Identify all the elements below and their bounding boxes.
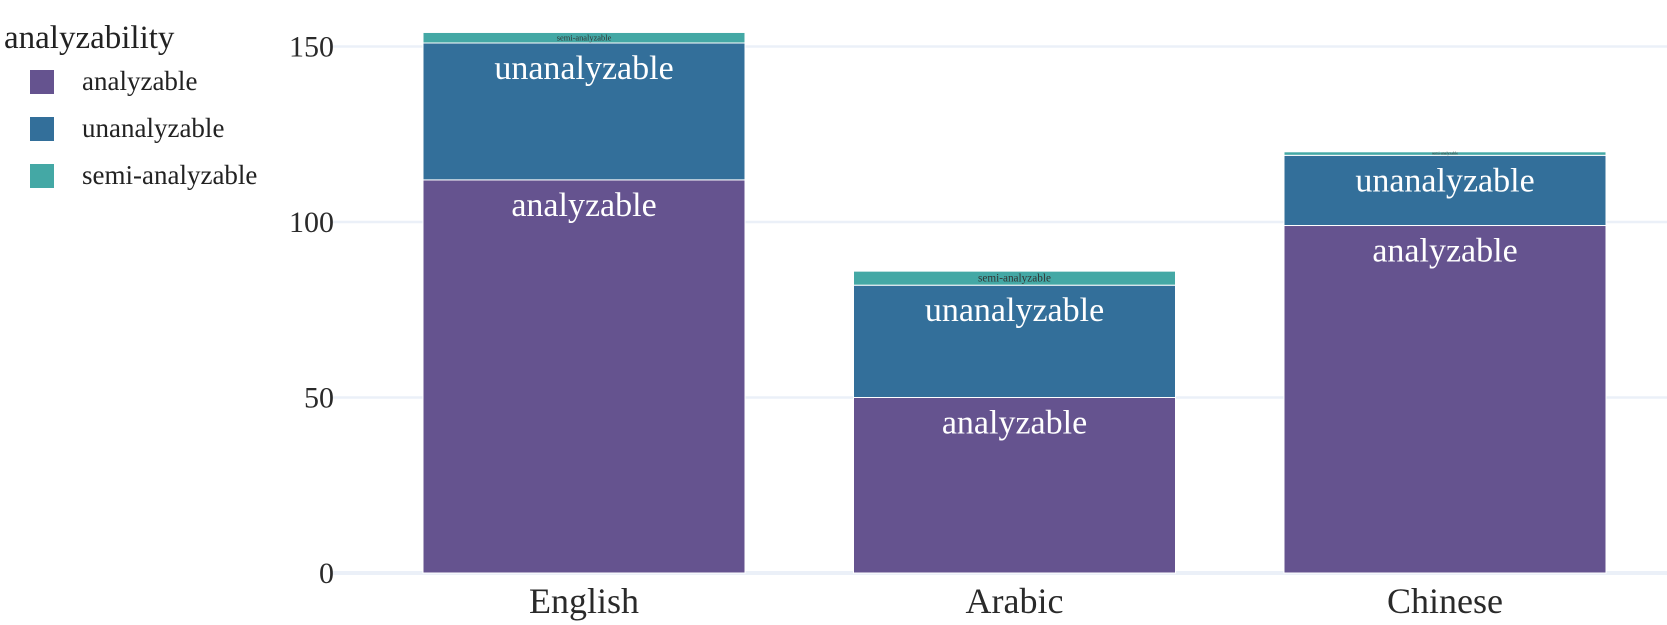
y-tick-label-50: 50 [304, 382, 334, 415]
bar-semi-analyzable-Arabic [853, 270, 1176, 286]
x-tick-label-English: English [529, 581, 639, 621]
bar-label-analyzable-English: analyzable [511, 187, 656, 224]
bar-semi-analyzable-English [422, 31, 746, 44]
legend-swatch [30, 69, 54, 94]
y-tick-label-150: 150 [289, 31, 334, 64]
bar-unanalyzable-Arabic [853, 284, 1176, 398]
legend: analyzability analyzable unanalyzable semi… [4, 18, 257, 199]
bar-label-analyzable-Chinese: analyzable [1372, 233, 1517, 270]
legend-label: analyzable [82, 66, 198, 96]
y-tick-label-0: 0 [319, 557, 334, 590]
bar-unanalyzable-English [422, 42, 746, 181]
bar-label-analyzable-Arabic: analyzable [942, 405, 1087, 442]
legend-item-semi-analyzable: semi-analyzable [4, 152, 257, 199]
y-tick-label-100: 100 [289, 206, 334, 239]
x-tick-label-Arabic: Arabic [966, 581, 1064, 621]
legend-swatch [30, 116, 54, 141]
bar-label-unanalyzable-English: unanalyzable [494, 50, 673, 87]
bar-label-unanalyzable-Arabic: unanalyzable [925, 292, 1104, 329]
legend-item-analyzable: analyzable [4, 58, 257, 105]
bar-semi-analyzable-Chinese [1283, 151, 1607, 156]
x-tick-label-Chinese: Chinese [1387, 581, 1503, 621]
bar-analyzable-Arabic [853, 397, 1176, 574]
bar-unanalyzable-Chinese [1283, 154, 1607, 227]
legend-title: analyzability [4, 20, 175, 56]
bar-label-semi-analyzable-Chinese: semi-analyzable [1432, 150, 1458, 155]
legend-label: unanalyzable [82, 113, 225, 143]
bar-analyzable-Chinese [1283, 225, 1607, 574]
legend-swatch [30, 163, 54, 188]
bar-analyzable-English [422, 179, 746, 574]
legend-label: semi-analyzable [82, 160, 258, 190]
bar-label-semi-analyzable-Arabic: semi-analyzable [978, 273, 1051, 285]
bar-label-semi-analyzable-English: semi-analyzable [557, 32, 612, 42]
bar-label-unanalyzable-Chinese: unanalyzable [1355, 162, 1534, 199]
legend-item-unanalyzable: unanalyzable [4, 105, 257, 152]
